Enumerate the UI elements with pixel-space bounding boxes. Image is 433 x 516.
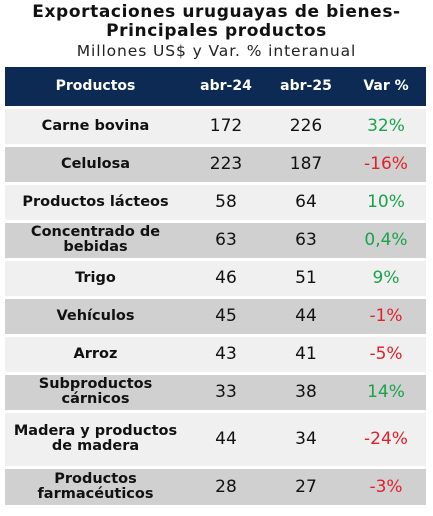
value-abr-24-cell: 63 [186, 219, 266, 259]
var-percent-cell: 9% [346, 257, 426, 297]
table-row: Productos lácteos 58 64 10% [5, 181, 426, 221]
table-row: Arroz 43 41 -5% [5, 333, 426, 373]
value-abr-24-cell: 33 [186, 371, 266, 411]
var-percent-cell: -24% [346, 409, 426, 467]
var-percent-cell: 14% [346, 371, 426, 411]
product-cell: Trigo [5, 257, 186, 297]
value-abr-25-cell: 27 [266, 465, 346, 505]
value-abr-24-cell: 58 [186, 181, 266, 221]
product-cell: Productos farmacéuticos [5, 465, 186, 505]
chart-title: Exportaciones uruguayas de bienes-Princi… [32, 2, 401, 41]
value-abr-24-cell: 223 [186, 143, 266, 183]
table-row: Trigo 46 51 9% [5, 257, 426, 297]
product-cell: Productos lácteos [5, 181, 186, 221]
var-percent-cell: -16% [346, 143, 426, 183]
table-body: Carne bovina 172 226 32% Celulosa 223 187 -16% P… [5, 105, 426, 505]
table-header-block: Exportaciones uruguayas de bienes-Princi… [0, 0, 433, 67]
value-abr-25-cell: 38 [266, 371, 346, 411]
value-abr-24-cell: 45 [186, 295, 266, 335]
var-percent-cell: 0,4% [346, 219, 426, 259]
value-abr-25-cell: 44 [266, 295, 346, 335]
product-cell: Madera y productos de madera [5, 409, 186, 467]
table-row: Madera y productos de madera 44 34 -24% [5, 409, 426, 467]
column-header-abr-25: abr-25 [280, 78, 332, 95]
product-cell: Vehículos [5, 295, 186, 335]
value-abr-25-cell: 187 [266, 143, 346, 183]
var-percent-cell: 32% [346, 105, 426, 145]
product-cell: Subproductos cárnicos [5, 371, 186, 411]
var-percent-cell: 10% [346, 181, 426, 221]
column-header-productos: Productos [55, 78, 136, 95]
table-row: Concentrado de bebidas 63 63 0,4% [5, 219, 426, 259]
product-cell: Arroz [5, 333, 186, 373]
var-percent-cell: -1% [346, 295, 426, 335]
table-row: Vehículos 45 44 -1% [5, 295, 426, 335]
value-abr-25-cell: 51 [266, 257, 346, 297]
product-cell: Carne bovina [5, 105, 186, 145]
value-abr-24-cell: 28 [186, 465, 266, 505]
table-row: Celulosa 223 187 -16% [5, 143, 426, 183]
table-row: Productos farmacéuticos 28 27 -3% [5, 465, 426, 505]
product-cell: Celulosa [5, 143, 186, 183]
value-abr-24-cell: 44 [186, 409, 266, 467]
column-header-var: Var % [363, 78, 409, 95]
value-abr-25-cell: 41 [266, 333, 346, 373]
chart-subtitle: Millones US$ y Var. % interanual [76, 42, 357, 60]
value-abr-25-cell: 63 [266, 219, 346, 259]
exports-table: Productos abr-24 abr-25 Var % Carne bovi… [5, 67, 426, 505]
product-cell: Concentrado de bebidas [5, 219, 186, 259]
header-row: Productos abr-24 abr-25 Var % [5, 67, 426, 107]
table-row: Carne bovina 172 226 32% [5, 105, 426, 145]
value-abr-25-cell: 64 [266, 181, 346, 221]
value-abr-25-cell: 34 [266, 409, 346, 467]
value-abr-25-cell: 226 [266, 105, 346, 145]
column-header-abr-24: abr-24 [200, 78, 252, 95]
value-abr-24-cell: 172 [186, 105, 266, 145]
value-abr-24-cell: 43 [186, 333, 266, 373]
var-percent-cell: -5% [346, 333, 426, 373]
table-row: Subproductos cárnicos 33 38 14% [5, 371, 426, 411]
var-percent-cell: -3% [346, 465, 426, 505]
value-abr-24-cell: 46 [186, 257, 266, 297]
